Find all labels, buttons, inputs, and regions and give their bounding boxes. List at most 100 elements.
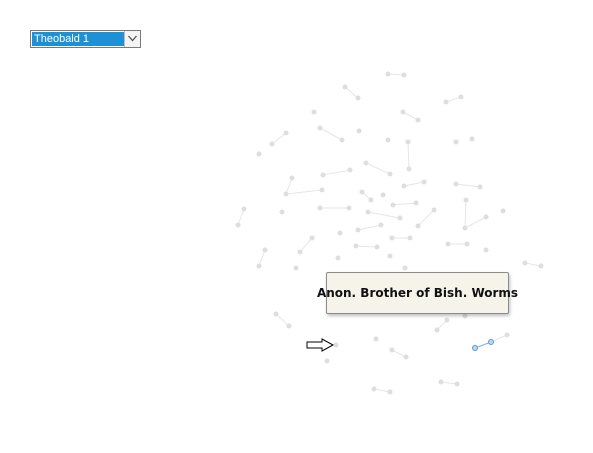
network-node[interactable] — [401, 183, 407, 189]
network-node[interactable] — [463, 197, 469, 203]
network-node[interactable] — [339, 137, 345, 143]
network-node[interactable] — [453, 139, 459, 145]
network-node[interactable] — [443, 99, 449, 105]
network-node[interactable] — [262, 247, 268, 253]
network-node[interactable] — [293, 265, 299, 271]
network-node[interactable] — [297, 249, 303, 255]
network-node[interactable] — [374, 244, 380, 250]
network-node[interactable] — [235, 222, 241, 228]
network-node[interactable] — [319, 187, 325, 193]
network-edge — [357, 224, 382, 231]
network-node[interactable] — [385, 71, 391, 77]
network-node[interactable] — [283, 191, 289, 197]
network-node[interactable] — [335, 255, 341, 261]
network-node[interactable] — [387, 171, 393, 177]
network-node[interactable] — [373, 336, 379, 342]
network-node[interactable] — [353, 243, 359, 249]
network-node[interactable] — [333, 342, 339, 348]
network-node[interactable] — [403, 354, 409, 360]
highlighted-node[interactable] — [504, 332, 510, 338]
network-node[interactable] — [402, 265, 408, 271]
network-node[interactable] — [406, 166, 412, 172]
network-node[interactable] — [317, 125, 323, 131]
network-node[interactable] — [256, 151, 262, 157]
network-node[interactable] — [438, 379, 444, 385]
network-node[interactable] — [380, 192, 386, 198]
network-node[interactable] — [407, 235, 413, 241]
network-node[interactable] — [415, 117, 421, 123]
network-edge — [402, 111, 419, 121]
network-node[interactable] — [462, 313, 468, 319]
network-node[interactable] — [289, 175, 295, 181]
network-node[interactable] — [458, 94, 464, 100]
network-node[interactable] — [389, 347, 395, 353]
network-node[interactable] — [359, 189, 365, 195]
network-edge — [271, 132, 287, 145]
network-node[interactable] — [522, 260, 528, 266]
network-node[interactable] — [283, 130, 289, 136]
network-node[interactable] — [273, 311, 279, 317]
network-node[interactable] — [324, 358, 330, 364]
network-node[interactable] — [385, 137, 391, 143]
network-node[interactable] — [483, 247, 489, 253]
highlighted-node[interactable] — [488, 339, 494, 345]
network-node[interactable] — [421, 179, 427, 185]
network-node[interactable] — [500, 208, 506, 214]
highlighted-subnetwork[interactable] — [472, 332, 510, 351]
network-node[interactable] — [286, 323, 292, 329]
network-node[interactable] — [431, 207, 437, 213]
network-nodes[interactable] — [235, 71, 544, 395]
network-node[interactable] — [356, 128, 362, 134]
network-node[interactable] — [387, 389, 393, 395]
network-node[interactable] — [462, 225, 468, 231]
network-node[interactable] — [317, 205, 323, 211]
network-node[interactable] — [483, 214, 489, 220]
network-node[interactable] — [469, 136, 475, 142]
network-node[interactable] — [371, 386, 377, 392]
network-node[interactable] — [309, 235, 315, 241]
network-node[interactable] — [390, 202, 396, 208]
network-node[interactable] — [337, 230, 343, 236]
network-node[interactable] — [413, 200, 419, 206]
network-node[interactable] — [347, 167, 353, 173]
network-node[interactable] — [434, 327, 440, 333]
network-edge — [417, 209, 435, 227]
network-node[interactable] — [445, 241, 451, 247]
network-node[interactable] — [454, 381, 460, 387]
network-node[interactable] — [365, 209, 371, 215]
network-node[interactable] — [320, 172, 326, 178]
network-node[interactable] — [241, 206, 247, 212]
network-node[interactable] — [279, 209, 285, 215]
network-node[interactable] — [378, 222, 384, 228]
network-edge — [373, 388, 391, 393]
network-node[interactable] — [311, 109, 317, 115]
network-node[interactable] — [389, 235, 395, 241]
person-select-dropdown-button[interactable] — [124, 31, 140, 47]
network-node[interactable] — [444, 317, 450, 323]
network-edge — [407, 141, 410, 170]
network-node[interactable] — [415, 223, 421, 229]
person-select-value[interactable]: Theobald 1 — [32, 32, 124, 46]
network-node[interactable] — [269, 141, 275, 147]
network-node[interactable] — [538, 263, 544, 269]
network-node[interactable] — [477, 184, 483, 190]
network-node[interactable] — [405, 139, 411, 145]
network-node[interactable] — [342, 84, 348, 90]
network-node[interactable] — [401, 72, 407, 78]
network-node[interactable] — [464, 241, 470, 247]
network-node[interactable] — [453, 181, 459, 187]
network-node[interactable] — [368, 197, 374, 203]
network-node[interactable] — [346, 205, 352, 211]
network-node[interactable] — [397, 215, 403, 221]
network-node[interactable] — [400, 109, 406, 115]
network-edge — [275, 313, 290, 327]
network-node[interactable] — [355, 95, 361, 101]
network-node[interactable] — [256, 263, 262, 269]
network-node[interactable] — [363, 160, 369, 166]
network-node[interactable] — [387, 253, 393, 259]
network-edge — [367, 211, 401, 219]
network-node[interactable] — [355, 227, 361, 233]
person-select[interactable]: Theobald 1 — [30, 30, 141, 48]
highlighted-node[interactable] — [472, 345, 478, 351]
